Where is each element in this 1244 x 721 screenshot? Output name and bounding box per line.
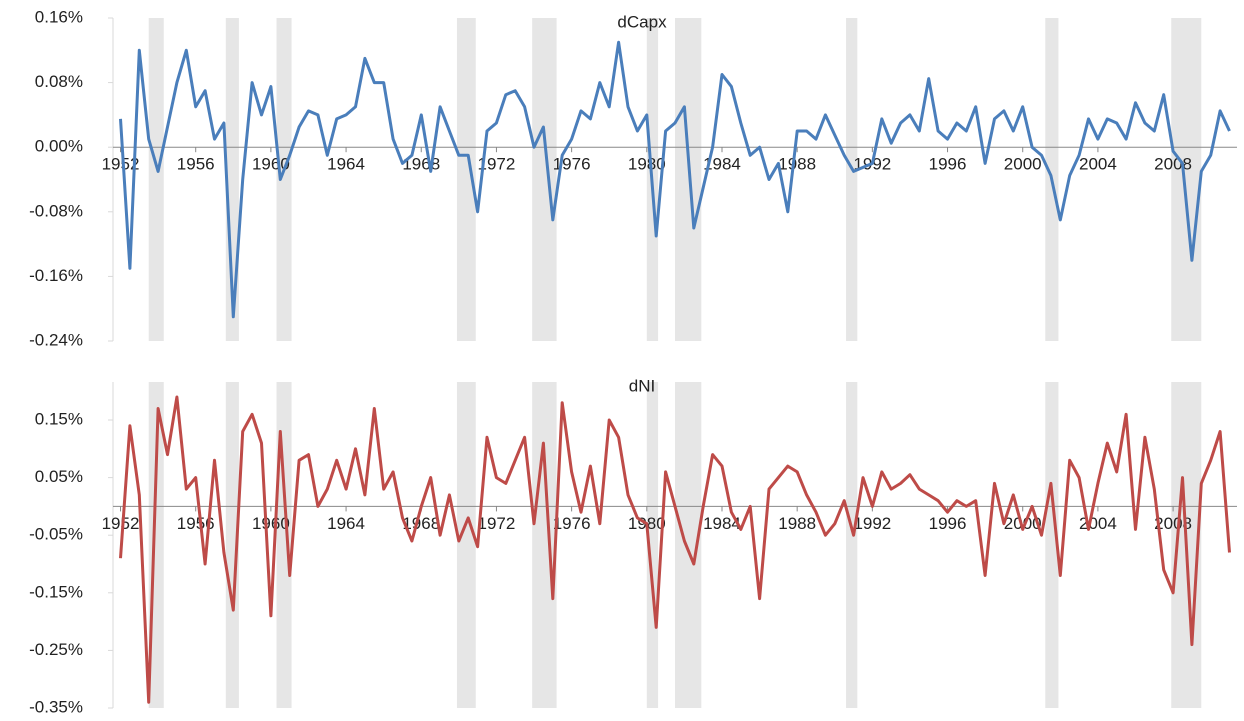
x-tick-label: 1964 <box>327 514 365 533</box>
y-tick-label: -0.16% <box>29 266 83 285</box>
x-tick-label: 1972 <box>478 155 516 174</box>
recession-band <box>846 18 858 341</box>
y-tick-label: -0.08% <box>29 201 83 220</box>
x-tick-label: 1968 <box>402 514 440 533</box>
recession-band <box>532 382 557 708</box>
recession-band <box>1045 382 1059 708</box>
x-tick-label: 1956 <box>177 514 215 533</box>
x-tick-label: 2004 <box>1079 155 1117 174</box>
x-tick-label: 1960 <box>252 514 290 533</box>
y-tick-label: 0.05% <box>35 467 83 486</box>
x-tick-label: 2004 <box>1079 514 1117 533</box>
x-tick-label: 1992 <box>853 514 891 533</box>
x-tick-label: 2008 <box>1154 514 1192 533</box>
recession-band <box>646 382 659 708</box>
x-tick-label: 1984 <box>703 155 741 174</box>
recession-band <box>276 382 292 708</box>
x-tick-label: 2008 <box>1154 155 1192 174</box>
x-tick-label: 1976 <box>553 155 591 174</box>
y-tick-label: 0.16% <box>35 7 83 26</box>
x-tick-label: 1952 <box>102 514 140 533</box>
x-tick-label: 1988 <box>778 514 816 533</box>
chart-title: dNI <box>629 376 655 395</box>
recession-band <box>225 382 239 708</box>
recession-band <box>675 18 702 341</box>
recession-band <box>532 18 557 341</box>
x-tick-label: 1984 <box>703 514 741 533</box>
y-tick-label: 0.15% <box>35 409 83 428</box>
x-tick-label: 1952 <box>102 155 140 174</box>
recession-band <box>1171 18 1202 341</box>
y-tick-label: 0.08% <box>35 72 83 91</box>
recession-band <box>846 382 858 708</box>
x-tick-label: 1980 <box>628 155 666 174</box>
recession-band <box>276 18 292 341</box>
chart-title: dCapx <box>617 12 667 31</box>
x-tick-label: 1972 <box>478 514 516 533</box>
data-line <box>119 40 1231 319</box>
x-tick-label: 2000 <box>1004 155 1042 174</box>
recession-band <box>456 382 476 708</box>
y-tick-label: -0.35% <box>29 697 83 716</box>
x-tick-label: 1964 <box>327 155 365 174</box>
x-tick-label: 1988 <box>778 155 816 174</box>
y-tick-label: 0.00% <box>35 137 83 156</box>
recession-band <box>456 18 476 341</box>
y-tick-label: -0.15% <box>29 582 83 601</box>
x-tick-label: 1976 <box>553 514 591 533</box>
x-tick-label: 1996 <box>929 514 967 533</box>
x-tick-label: 1996 <box>929 155 967 174</box>
y-tick-label: -0.24% <box>29 330 83 349</box>
x-tick-label: 2000 <box>1004 514 1042 533</box>
y-tick-label: -0.25% <box>29 640 83 659</box>
data-line <box>119 395 1231 704</box>
x-tick-label: 1956 <box>177 155 215 174</box>
recession-band <box>148 18 164 341</box>
y-tick-label: -0.05% <box>29 525 83 544</box>
